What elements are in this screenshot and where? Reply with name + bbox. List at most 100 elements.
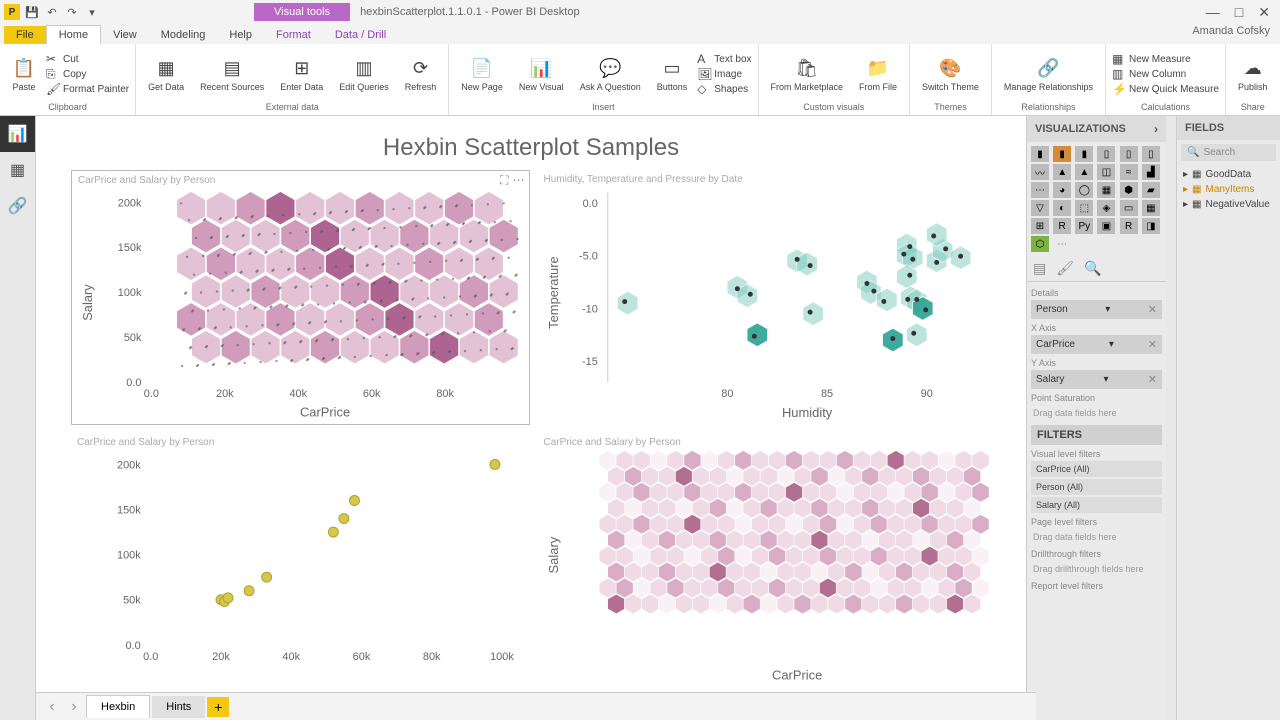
- refresh-button[interactable]: ⟳Refresh: [399, 54, 443, 94]
- copy-button[interactable]: ⎘Copy: [46, 67, 129, 81]
- switch-theme-button[interactable]: 🎨Switch Theme: [916, 54, 985, 94]
- chart-hexbin-humidity-temperature[interactable]: Humidity, Temperature and Pressure by Da…: [538, 170, 997, 425]
- undo-icon[interactable]: ↶: [44, 4, 60, 20]
- viz-scatter-icon[interactable]: ⋯: [1031, 182, 1049, 198]
- remove-field-icon[interactable]: ✕: [1148, 303, 1157, 316]
- viz-treemap-icon[interactable]: ▦: [1097, 182, 1115, 198]
- data-view-icon[interactable]: ▦: [0, 152, 35, 188]
- well-details-chip[interactable]: Person▾✕: [1031, 300, 1162, 319]
- viz-py-icon[interactable]: Py: [1075, 218, 1093, 234]
- page-nav-next[interactable]: ›: [64, 698, 84, 716]
- textbox-button[interactable]: AText box: [697, 52, 751, 66]
- viz-area-icon[interactable]: ▲: [1053, 164, 1071, 180]
- well-yaxis-chip[interactable]: Salary▾✕: [1031, 370, 1162, 389]
- fields-mode-icon[interactable]: ▤: [1033, 260, 1046, 277]
- image-button[interactable]: 🖼Image: [697, 67, 751, 81]
- new-visual-button[interactable]: 📊New Visual: [513, 54, 570, 94]
- maximize-icon[interactable]: □: [1235, 4, 1243, 21]
- format-painter-button[interactable]: 🖌Format Painter: [46, 82, 129, 96]
- viz-card-icon[interactable]: ⬚: [1075, 200, 1093, 216]
- user-name[interactable]: Amanda Cofsky: [1192, 25, 1270, 37]
- viz-funnel-icon[interactable]: ▽: [1031, 200, 1049, 216]
- edit-queries-button[interactable]: ▥Edit Queries: [333, 54, 395, 94]
- chart-scatter-carprice-salary[interactable]: CarPrice and Salary by Person 0.020k40k6…: [71, 433, 530, 687]
- close-icon[interactable]: ✕: [1258, 4, 1270, 21]
- more-options-icon[interactable]: ⋯: [513, 173, 525, 188]
- page-filter-placeholder[interactable]: Drag data fields here: [1031, 529, 1162, 545]
- viz-clustered-bar-icon[interactable]: ▮: [1075, 146, 1093, 162]
- viz-bar-icon[interactable]: ▮: [1053, 146, 1071, 162]
- field-table-negativevalue[interactable]: ▸▦NegativeValue: [1183, 197, 1274, 212]
- viz-scrollbar[interactable]: [1166, 116, 1176, 720]
- new-quick-measure-button[interactable]: ⚡New Quick Measure: [1112, 82, 1219, 96]
- model-view-icon[interactable]: 🔗: [0, 188, 35, 224]
- viz-ribbon-icon[interactable]: ≈: [1120, 164, 1138, 180]
- from-marketplace-button[interactable]: 🛍From Marketplace: [765, 54, 850, 94]
- viz-custom2-icon[interactable]: R: [1120, 218, 1138, 234]
- well-placeholder[interactable]: Drag data fields here: [1031, 405, 1162, 421]
- viz-more-icon[interactable]: ⋯: [1053, 236, 1071, 252]
- viz-matrix-icon[interactable]: ⊞: [1031, 218, 1049, 234]
- viz-r-icon[interactable]: R: [1053, 218, 1071, 234]
- filter-carprice[interactable]: CarPrice (All): [1031, 461, 1162, 477]
- redo-icon[interactable]: ↷: [64, 4, 80, 20]
- drill-filter-placeholder[interactable]: Drag drillthrough fields here: [1031, 561, 1162, 577]
- remove-field-icon[interactable]: ✕: [1148, 373, 1157, 386]
- viz-line-icon[interactable]: 〰: [1031, 164, 1049, 180]
- viz-custom1-icon[interactable]: ▣: [1097, 218, 1115, 234]
- minimize-icon[interactable]: —: [1206, 4, 1220, 21]
- shapes-button[interactable]: ◇Shapes: [697, 82, 751, 96]
- tab-datadrill[interactable]: Data / Drill: [323, 26, 398, 44]
- viz-waterfall-icon[interactable]: ▟: [1142, 164, 1160, 180]
- field-table-gooddata[interactable]: ▸▦GoodData: [1183, 167, 1274, 182]
- field-table-manyitems[interactable]: ▸▦ManyItems: [1183, 182, 1274, 197]
- collapse-icon[interactable]: ›: [1154, 122, 1158, 136]
- tab-modeling[interactable]: Modeling: [149, 26, 218, 44]
- remove-field-icon[interactable]: ✕: [1148, 338, 1157, 351]
- tab-file[interactable]: File: [4, 26, 46, 44]
- viz-column-icon[interactable]: ▯: [1097, 146, 1115, 162]
- format-mode-icon[interactable]: 🖌: [1056, 260, 1074, 277]
- tab-help[interactable]: Help: [217, 26, 264, 44]
- viz-stacked-area-icon[interactable]: ▲: [1075, 164, 1093, 180]
- viz-table-icon[interactable]: ▦: [1142, 200, 1160, 216]
- page-tab-hints[interactable]: Hints: [152, 696, 205, 718]
- chevron-down-icon[interactable]: ▾: [1105, 304, 1110, 315]
- manage-relationships-button[interactable]: 🔗Manage Relationships: [998, 54, 1099, 94]
- new-column-button[interactable]: ▥New Column: [1112, 67, 1219, 81]
- viz-combo-icon[interactable]: ◫: [1097, 164, 1115, 180]
- chevron-down-icon[interactable]: ▾: [1104, 374, 1109, 385]
- viz-stacked-column-icon[interactable]: ▯: [1120, 146, 1138, 162]
- new-measure-button[interactable]: ▦New Measure: [1112, 52, 1219, 66]
- analytics-mode-icon[interactable]: 🔍: [1084, 260, 1101, 277]
- viz-hexbin-icon[interactable]: ⬡: [1031, 236, 1049, 252]
- visualizations-header[interactable]: VISUALIZATIONS›: [1027, 116, 1166, 142]
- cut-button[interactable]: ✂Cut: [46, 52, 129, 66]
- qa-dropdown-icon[interactable]: ▾: [84, 4, 100, 20]
- viz-pie-icon[interactable]: ◕: [1053, 182, 1071, 198]
- recent-sources-button[interactable]: ▤Recent Sources: [194, 54, 270, 94]
- viz-100-column-icon[interactable]: ▯: [1142, 146, 1160, 162]
- well-xaxis-chip[interactable]: CarPrice▾✕: [1031, 335, 1162, 354]
- tab-home[interactable]: Home: [46, 25, 101, 44]
- report-view-icon[interactable]: 📊: [0, 116, 35, 152]
- fields-header[interactable]: FIELDS: [1177, 116, 1280, 140]
- get-data-button[interactable]: ▦Get Data: [142, 54, 190, 94]
- chart-hexbin-carprice-salary[interactable]: CarPrice and Salary by Person ⛶⋯ 0.020k4…: [71, 170, 530, 425]
- buttons-button[interactable]: ▭Buttons: [651, 54, 694, 94]
- viz-filled-map-icon[interactable]: ▰: [1142, 182, 1160, 198]
- tab-format[interactable]: Format: [264, 26, 323, 44]
- filter-salary[interactable]: Salary (All): [1031, 497, 1162, 513]
- new-page-button[interactable]: 📄New Page: [455, 54, 509, 94]
- viz-slicer-icon[interactable]: ▭: [1120, 200, 1138, 216]
- viz-custom3-icon[interactable]: ◨: [1142, 218, 1160, 234]
- viz-donut-icon[interactable]: ◯: [1075, 182, 1093, 198]
- page-tab-hexbin[interactable]: Hexbin: [86, 695, 150, 718]
- publish-button[interactable]: ☁Publish: [1232, 54, 1274, 94]
- page-nav-prev[interactable]: ‹: [42, 698, 62, 716]
- viz-stacked-bar-icon[interactable]: ▮: [1031, 146, 1049, 162]
- tab-view[interactable]: View: [101, 26, 149, 44]
- chevron-down-icon[interactable]: ▾: [1109, 339, 1114, 350]
- viz-map-icon[interactable]: ⬢: [1120, 182, 1138, 198]
- viz-gauge-icon[interactable]: ◐: [1053, 200, 1071, 216]
